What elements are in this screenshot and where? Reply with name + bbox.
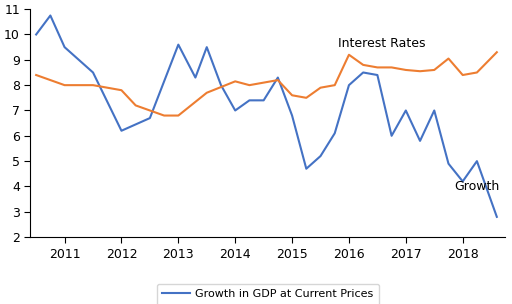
Growth in GDP at Current Prices	[303, 167, 309, 171]
Text: Growth: Growth	[454, 180, 499, 193]
RSA 10 year bond yields	[275, 78, 281, 82]
RSA 10 year bond yields	[374, 66, 380, 69]
Growth in GDP at Current Prices	[204, 45, 210, 49]
RSA 10 year bond yields	[61, 83, 68, 87]
Growth in GDP at Current Prices	[232, 109, 238, 112]
Growth in GDP at Current Prices	[33, 33, 39, 36]
Growth in GDP at Current Prices	[90, 71, 96, 74]
RSA 10 year bond yields	[360, 63, 366, 67]
Growth in GDP at Current Prices	[47, 14, 53, 17]
Growth in GDP at Current Prices	[61, 45, 68, 49]
RSA 10 year bond yields	[133, 104, 139, 107]
RSA 10 year bond yields	[332, 83, 338, 87]
Line: Growth in GDP at Current Prices: Growth in GDP at Current Prices	[36, 16, 497, 217]
Growth in GDP at Current Prices	[389, 134, 395, 138]
RSA 10 year bond yields	[303, 96, 309, 100]
RSA 10 year bond yields	[389, 66, 395, 69]
Growth in GDP at Current Prices	[147, 116, 153, 120]
Legend: Growth in GDP at Current Prices, RSA 10 year bond yields: Growth in GDP at Current Prices, RSA 10 …	[157, 284, 379, 304]
Growth in GDP at Current Prices	[246, 98, 252, 102]
Line: RSA 10 year bond yields: RSA 10 year bond yields	[36, 52, 497, 116]
RSA 10 year bond yields	[118, 88, 124, 92]
Growth in GDP at Current Prices	[374, 73, 380, 77]
RSA 10 year bond yields	[175, 114, 181, 117]
Growth in GDP at Current Prices	[346, 83, 352, 87]
Growth in GDP at Current Prices	[460, 180, 466, 183]
Growth in GDP at Current Prices	[275, 76, 281, 79]
RSA 10 year bond yields	[403, 68, 409, 72]
RSA 10 year bond yields	[317, 86, 324, 89]
Growth in GDP at Current Prices	[494, 215, 500, 219]
Growth in GDP at Current Prices	[360, 71, 366, 74]
Text: Interest Rates: Interest Rates	[337, 37, 425, 50]
Growth in GDP at Current Prices	[445, 162, 452, 165]
RSA 10 year bond yields	[161, 114, 167, 117]
RSA 10 year bond yields	[90, 83, 96, 87]
Growth in GDP at Current Prices	[118, 129, 124, 133]
RSA 10 year bond yields	[346, 53, 352, 57]
RSA 10 year bond yields	[460, 73, 466, 77]
Growth in GDP at Current Prices	[403, 109, 409, 112]
RSA 10 year bond yields	[289, 93, 295, 97]
Growth in GDP at Current Prices	[175, 43, 181, 47]
RSA 10 year bond yields	[431, 68, 437, 72]
Growth in GDP at Current Prices	[289, 114, 295, 117]
Growth in GDP at Current Prices	[417, 139, 423, 143]
Growth in GDP at Current Prices	[431, 109, 437, 112]
RSA 10 year bond yields	[494, 50, 500, 54]
RSA 10 year bond yields	[232, 80, 238, 83]
Growth in GDP at Current Prices	[218, 83, 224, 87]
RSA 10 year bond yields	[417, 69, 423, 73]
Growth in GDP at Current Prices	[474, 159, 480, 163]
RSA 10 year bond yields	[147, 109, 153, 112]
RSA 10 year bond yields	[445, 57, 452, 60]
RSA 10 year bond yields	[204, 91, 210, 95]
RSA 10 year bond yields	[246, 83, 252, 87]
Growth in GDP at Current Prices	[261, 98, 267, 102]
Growth in GDP at Current Prices	[193, 76, 199, 79]
RSA 10 year bond yields	[33, 73, 39, 77]
RSA 10 year bond yields	[474, 71, 480, 74]
Growth in GDP at Current Prices	[317, 154, 324, 158]
Growth in GDP at Current Prices	[332, 131, 338, 135]
